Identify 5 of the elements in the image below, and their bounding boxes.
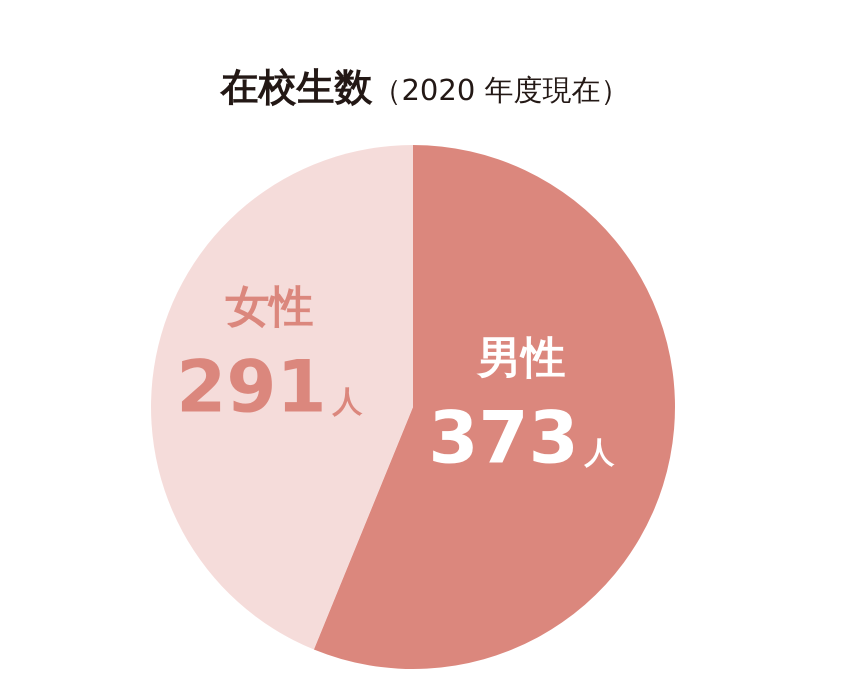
slice-label: 女性: [225, 282, 314, 333]
chart-title: 在校生数: [219, 65, 374, 109]
chart-subtitle: （2020 年度現在）: [372, 73, 630, 107]
slice-label: 男性: [476, 332, 566, 384]
pie-slice: [151, 145, 413, 650]
